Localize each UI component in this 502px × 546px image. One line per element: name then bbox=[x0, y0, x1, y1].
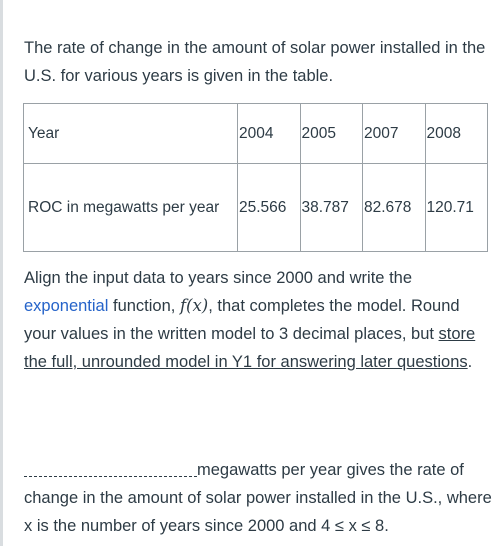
answer-blank[interactable] bbox=[24, 459, 197, 477]
row-label-roc: ROC in megawatts per year bbox=[23, 163, 238, 252]
roc-cell: 38.787 bbox=[299, 163, 363, 252]
roc-cell: 82.678 bbox=[362, 163, 426, 252]
instructions: Align the input data to years since 2000… bbox=[24, 264, 494, 376]
year-cell: 2004 bbox=[237, 103, 301, 164]
exponential-link[interactable]: exponential bbox=[24, 297, 109, 315]
instructions-part: function, bbox=[108, 297, 180, 315]
function-notation: f(x) bbox=[179, 296, 209, 315]
roc-cell: 25.566 bbox=[237, 163, 301, 252]
store-model-note: store the full, unrounded model in Y1 fo… bbox=[24, 325, 476, 371]
answer-text: megawatts per year gives the rate of cha… bbox=[24, 461, 492, 535]
roc-cell: 120.71 bbox=[424, 163, 488, 252]
intro-text: The rate of change in the amount of sola… bbox=[24, 39, 486, 85]
year-cell: 2008 bbox=[424, 103, 488, 164]
instructions-part: . bbox=[467, 353, 473, 371]
year-cell: 2005 bbox=[299, 103, 363, 164]
row-label-year: Year bbox=[23, 103, 238, 164]
left-border bbox=[0, 0, 3, 546]
table-row-roc: ROC in megawatts per year 25.566 38.787 … bbox=[23, 163, 488, 252]
instructions-part: Align the input data to years since 2000… bbox=[24, 269, 412, 287]
year-cell: 2007 bbox=[362, 103, 426, 164]
instructions-part: , that completes the model. Round your v… bbox=[24, 297, 460, 343]
data-table: Year 2004 2005 2007 2008 ROC in megawatt… bbox=[23, 103, 488, 252]
table-row-year: Year 2004 2005 2007 2008 bbox=[23, 103, 488, 164]
answer-statement: megawatts per year gives the rate of cha… bbox=[24, 456, 494, 540]
